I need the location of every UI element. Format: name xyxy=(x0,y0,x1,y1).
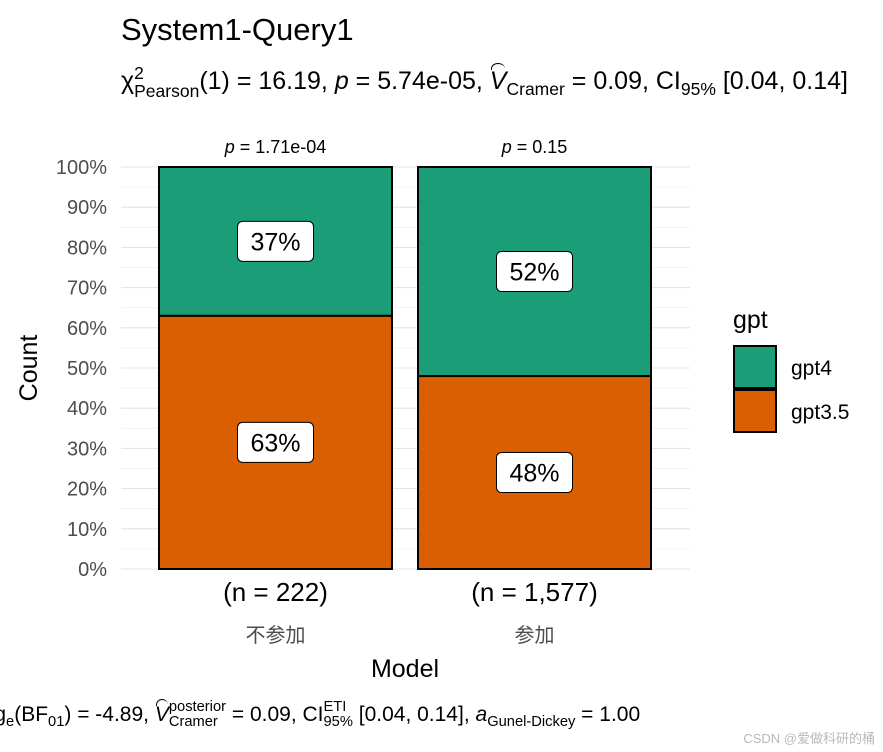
x-axis-title: Model xyxy=(371,655,439,683)
a-symbol: a xyxy=(475,702,488,726)
data-labels: 63% 37% p = 1.71e-04 48% 52% p = 0.15 xyxy=(224,137,573,494)
chi-sub: Pearson xyxy=(134,81,200,102)
x-tick-label: 不参加 xyxy=(246,624,306,647)
p-value-label: p = 0.15 xyxy=(501,137,568,157)
bf-text: (BF xyxy=(14,702,49,726)
legend-swatch-gpt4 xyxy=(733,345,777,389)
df-text: (1) = 16.19, xyxy=(199,66,335,95)
y-axis-title: Count xyxy=(15,335,43,402)
bars xyxy=(158,166,652,571)
y-tick-label: 50% xyxy=(67,358,107,380)
ci-sub: 95% xyxy=(680,78,716,99)
v-post-text: = 0.09, CI xyxy=(226,702,324,726)
legend-swatch-gpt3.5 xyxy=(733,389,777,433)
v-post-symbol: V xyxy=(154,702,169,726)
v-post-sup: posterior xyxy=(168,699,227,715)
x-tick-label: 参加 xyxy=(515,624,555,647)
y-tick-label: 30% xyxy=(67,438,107,460)
data-label: 37% xyxy=(250,228,300,256)
v-text: = 0.09, CI xyxy=(564,66,681,95)
chi-sup: 2 xyxy=(134,63,144,83)
y-tick-label: 90% xyxy=(67,197,107,219)
chi-symbol: χ xyxy=(121,66,135,95)
chart-title: System1-Query1 xyxy=(121,12,354,47)
legend: gpt gpt4 gpt3.5 xyxy=(733,306,849,433)
data-label: 48% xyxy=(509,460,559,488)
y-tick-label: 0% xyxy=(78,559,107,581)
data-label-box xyxy=(496,452,573,494)
bf-sub: 01 xyxy=(48,714,65,731)
legend-label-gpt3.5: gpt3.5 xyxy=(791,401,849,424)
a-sub: Gunel-Dickey xyxy=(487,714,576,731)
n-label: (n = 1,577) xyxy=(471,577,597,607)
a-text: = 1.00 xyxy=(575,702,641,726)
chart-subtitle: χ 2 Pearson (1) = 16.19, p = 5.74e-05, VCra… xyxy=(121,64,848,101)
legend-label-gpt4: gpt4 xyxy=(791,357,832,380)
bf-log: log xyxy=(0,702,7,726)
watermark: CSDN @爱做科研的桶 xyxy=(743,731,875,746)
y-tick-label: 100% xyxy=(56,157,107,179)
y-tick-label: 70% xyxy=(67,278,107,300)
data-label-box xyxy=(496,251,573,293)
y-tick-label: 10% xyxy=(67,519,107,541)
x-axis: (n = 222) 不参加 (n = 1,577) 参加 Model xyxy=(223,577,598,683)
data-label: 63% xyxy=(250,429,300,457)
p-text: = 5.74e-05, xyxy=(348,66,490,95)
data-label-box xyxy=(237,220,314,262)
y-tick-label: 40% xyxy=(67,398,107,420)
y-axis: 0% 10% 20% 30% 40% 50% 60% 70% 80% 90% 100% Count xyxy=(15,157,107,581)
bf-log-sub: e xyxy=(6,714,15,731)
ci-eti-sub: 95% xyxy=(323,714,353,731)
p-symbol: p xyxy=(334,66,349,95)
legend-title: gpt xyxy=(733,306,768,334)
data-label-box xyxy=(237,421,314,463)
ci-eti-sup: ETI xyxy=(323,699,347,715)
y-tick-label: 60% xyxy=(67,318,107,340)
ci-eti-text: [0.04, 0.14], xyxy=(352,702,476,726)
v-sub: Cramer xyxy=(506,78,565,99)
y-tick-label: 20% xyxy=(67,479,107,501)
n-label: (n = 222) xyxy=(223,577,328,607)
ci-text: [0.04, 0.14] xyxy=(715,66,848,95)
bf-rest: ) = -4.89, xyxy=(64,702,155,726)
p-value-label: p = 1.71e-04 xyxy=(224,137,327,157)
y-tick-label: 80% xyxy=(67,237,107,259)
v-post-sub: Cramer xyxy=(168,714,218,731)
v-symbol: V xyxy=(489,66,507,95)
data-label: 52% xyxy=(509,259,559,287)
